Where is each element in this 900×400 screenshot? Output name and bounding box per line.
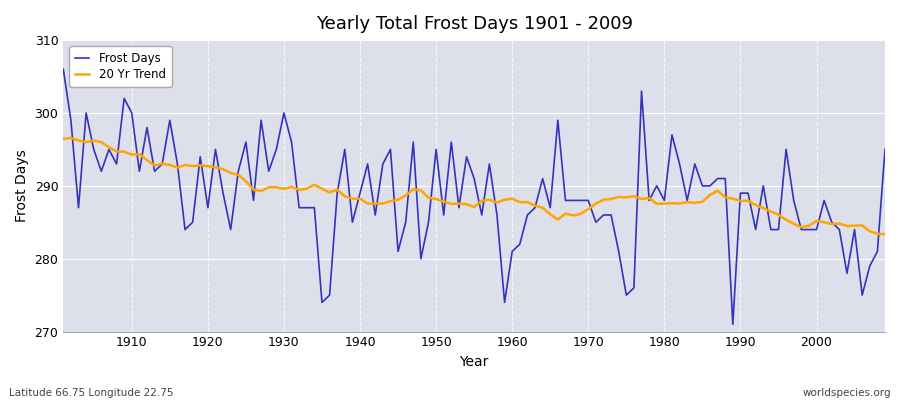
20 Yr Trend <box>515 200 526 204</box>
20 Yr Trend <box>58 136 68 141</box>
Text: worldspecies.org: worldspecies.org <box>803 388 891 398</box>
20 Yr Trend <box>66 136 77 140</box>
Frost Days <box>500 300 510 305</box>
Frost Days <box>598 212 609 217</box>
Frost Days <box>119 96 130 101</box>
Frost Days <box>507 249 517 254</box>
Frost Days <box>286 140 297 144</box>
Text: Latitude 66.75 Longitude 22.75: Latitude 66.75 Longitude 22.75 <box>9 388 174 398</box>
X-axis label: Year: Year <box>460 355 489 369</box>
Frost Days <box>727 322 738 327</box>
20 Yr Trend <box>879 232 890 237</box>
20 Yr Trend <box>507 196 517 201</box>
Frost Days <box>879 147 890 152</box>
20 Yr Trend <box>126 152 137 157</box>
20 Yr Trend <box>339 194 350 199</box>
20 Yr Trend <box>606 197 616 202</box>
Legend: Frost Days, 20 Yr Trend: Frost Days, 20 Yr Trend <box>69 46 172 87</box>
Y-axis label: Frost Days: Frost Days <box>15 150 29 222</box>
Frost Days <box>58 67 68 72</box>
Line: Frost Days: Frost Days <box>63 69 885 324</box>
20 Yr Trend <box>293 188 304 192</box>
Line: 20 Yr Trend: 20 Yr Trend <box>63 138 885 234</box>
Frost Days <box>332 191 343 196</box>
Title: Yearly Total Frost Days 1901 - 2009: Yearly Total Frost Days 1901 - 2009 <box>316 15 633 33</box>
